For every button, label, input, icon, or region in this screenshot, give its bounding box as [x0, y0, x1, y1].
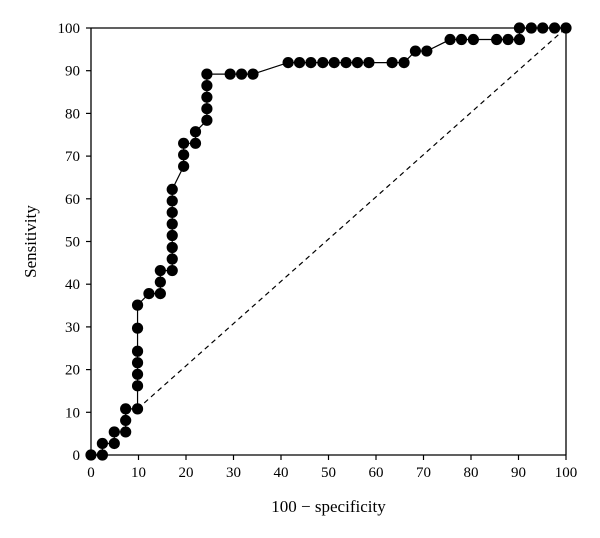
reference-line: [137, 27, 567, 410]
data-point: [491, 33, 503, 46]
series-layer: [85, 22, 572, 461]
data-point: [120, 426, 132, 438]
data-point: [131, 368, 144, 380]
data-point: [143, 287, 155, 300]
data-point: [131, 403, 144, 415]
data-point: [467, 33, 479, 46]
x-tick-label: 100: [555, 465, 578, 481]
y-tick-label: 30: [65, 320, 80, 336]
data-point: [340, 56, 352, 69]
x-tick-label: 90: [511, 465, 526, 481]
data-point: [178, 149, 190, 161]
x-tick-label: 70: [416, 465, 431, 481]
data-point: [421, 45, 433, 57]
y-tick-label: 20: [65, 363, 80, 379]
data-point: [525, 22, 537, 34]
data-point: [293, 56, 306, 69]
data-point: [201, 80, 213, 92]
x-axis-label: 100 − specificity: [271, 497, 386, 516]
data-point: [317, 56, 329, 69]
data-point: [96, 437, 108, 450]
y-tick-label: 90: [65, 64, 80, 80]
data-point: [224, 68, 236, 80]
data-point: [131, 380, 144, 392]
y-tick-label: 0: [73, 448, 81, 464]
y-tick-label: 80: [65, 106, 80, 122]
data-point: [537, 22, 549, 34]
data-point: [386, 56, 398, 69]
data-point: [201, 114, 213, 126]
y-axis-label: Sensitivity: [21, 205, 40, 278]
data-point: [305, 56, 317, 69]
data-point: [502, 33, 514, 46]
data-point: [166, 264, 178, 277]
data-point: [108, 437, 120, 450]
y-tick-label: 40: [65, 277, 80, 293]
data-point: [120, 403, 132, 415]
data-point: [166, 253, 178, 265]
data-point: [178, 137, 190, 149]
data-point: [235, 68, 248, 80]
data-point: [131, 299, 144, 311]
x-tick-label: 50: [321, 465, 336, 481]
data-point: [351, 56, 364, 69]
data-point: [178, 160, 190, 172]
y-tick-label: 100: [58, 21, 81, 37]
data-point: [108, 426, 120, 438]
data-point: [166, 183, 178, 196]
data-point: [166, 206, 178, 219]
data-point: [201, 103, 213, 115]
data-point: [189, 137, 202, 149]
x-tick-label: 80: [464, 465, 479, 481]
x-tick-label: 60: [369, 465, 384, 481]
data-point: [247, 68, 259, 80]
data-point: [444, 33, 456, 46]
data-point: [549, 22, 561, 34]
data-point: [131, 357, 144, 369]
data-point: [398, 56, 410, 69]
data-point: [131, 345, 144, 357]
data-point: [363, 56, 375, 69]
x-tick-label: 10: [131, 465, 146, 481]
data-point: [409, 45, 422, 57]
data-point: [154, 264, 166, 277]
x-tick-label: 0: [87, 465, 95, 481]
x-tick-label: 30: [226, 465, 241, 481]
data-point: [328, 56, 340, 69]
data-point: [120, 414, 132, 427]
data-point: [455, 33, 468, 46]
data-point: [189, 126, 202, 138]
data-point: [201, 91, 213, 103]
data-point: [201, 68, 213, 80]
data-point: [154, 276, 166, 288]
data-point: [166, 218, 178, 230]
data-point: [154, 287, 166, 300]
x-tick-label: 20: [179, 465, 194, 481]
data-point: [513, 22, 526, 34]
data-point: [131, 322, 144, 334]
y-tick-label: 50: [65, 235, 80, 251]
data-point: [166, 241, 178, 254]
data-point: [282, 56, 294, 69]
data-point: [96, 449, 108, 461]
y-tick-label: 10: [65, 405, 80, 421]
data-point: [166, 195, 178, 207]
data-point: [513, 33, 526, 46]
x-tick-label: 40: [274, 465, 289, 481]
y-tick-label: 60: [65, 192, 80, 208]
data-point: [166, 229, 178, 242]
axes: 0 10 20 30 40 50 60 70 80 90 100 0 10 20 30 40 50 60 70 80 9…: [58, 21, 578, 481]
data-point: [85, 449, 97, 461]
y-tick-label: 70: [65, 149, 80, 165]
